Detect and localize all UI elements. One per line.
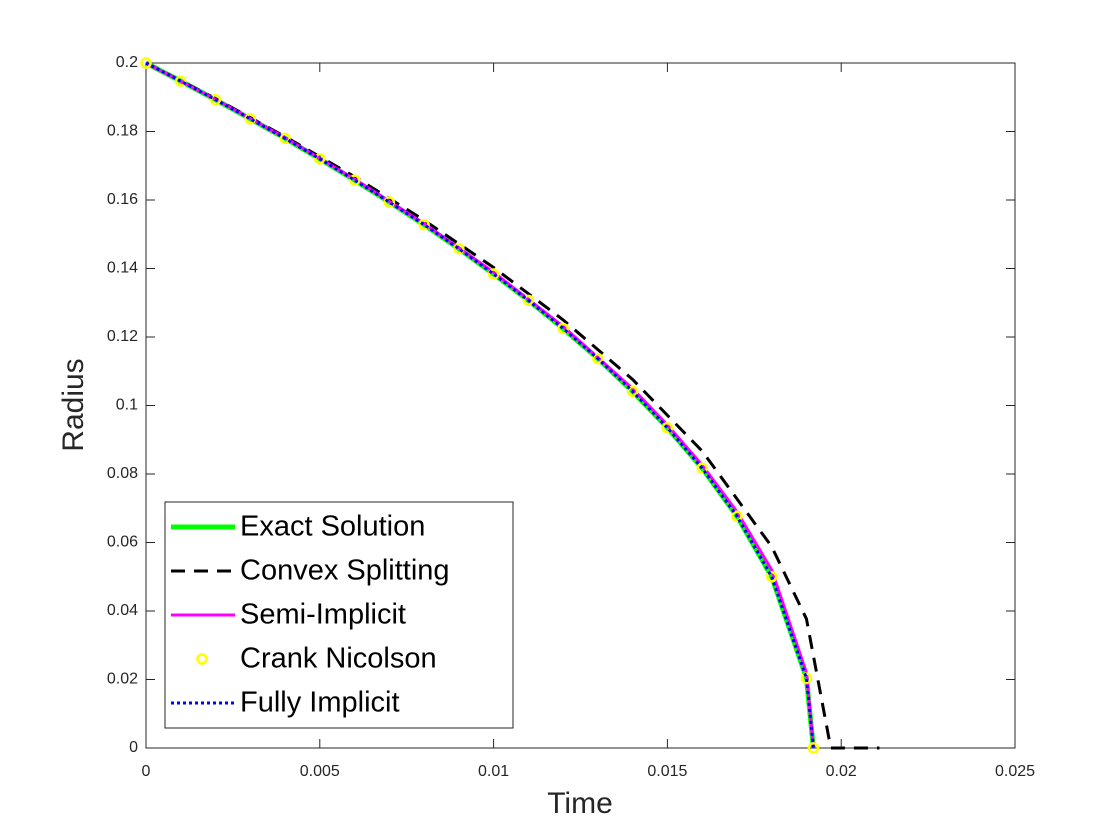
y-axis-label: Radius	[57, 358, 90, 451]
legend-label: Convex Splitting	[240, 555, 450, 587]
y-tick-label: 0.2	[116, 54, 138, 71]
data-marker	[314, 153, 326, 165]
legend: Exact Solution Convex Splitting Semi-Impli…	[164, 501, 514, 729]
data-marker	[487, 268, 500, 280]
data-marker	[731, 510, 743, 522]
data-marker	[557, 322, 569, 335]
data-marker	[175, 75, 187, 87]
legend-marker	[196, 653, 208, 665]
legend-label: Crank Nicolson	[240, 643, 437, 675]
y-tick-label: 0.1	[116, 397, 138, 414]
data-marker	[418, 218, 430, 231]
data-marker	[244, 113, 257, 125]
data-marker	[453, 242, 465, 255]
data-marker	[661, 422, 674, 434]
x-tick-label: 0.015	[647, 763, 687, 780]
y-tick-label: 0.02	[107, 671, 138, 688]
x-tick-label: 0.01	[478, 763, 509, 780]
x-tick-label: 0.02	[826, 763, 857, 780]
y-tick-label: 0.12	[107, 328, 138, 345]
data-marker	[279, 132, 291, 145]
data-marker	[807, 742, 820, 754]
x-tick-label: 0	[142, 763, 151, 780]
data-marker	[765, 571, 778, 583]
x-axis-label: Time	[547, 787, 613, 820]
data-marker	[140, 57, 152, 69]
x-tick-label: 0.025	[995, 763, 1035, 780]
data-marker	[696, 462, 708, 474]
data-line	[145, 61, 815, 749]
data-marker	[209, 93, 222, 106]
legend-label: Fully Implicit	[240, 687, 400, 719]
data-marker	[626, 385, 639, 398]
y-tick-label: 0.18	[107, 123, 138, 140]
x-tick-label: 0.005	[300, 763, 340, 780]
y-tick-label: 0.08	[107, 465, 138, 482]
data-marker	[348, 174, 361, 186]
data-marker	[522, 294, 535, 307]
y-tick-label: 0	[129, 739, 138, 756]
data-marker	[383, 196, 396, 208]
y-tick-label: 0.04	[107, 602, 138, 619]
y-tick-label: 0.06	[107, 534, 138, 551]
y-tick-label: 0.16	[107, 191, 138, 208]
data-marker	[592, 352, 604, 365]
y-tick-label: 0.14	[107, 260, 138, 277]
legend-label: Semi-Implicit	[240, 599, 406, 631]
legend-label: Exact Solution	[240, 511, 425, 543]
